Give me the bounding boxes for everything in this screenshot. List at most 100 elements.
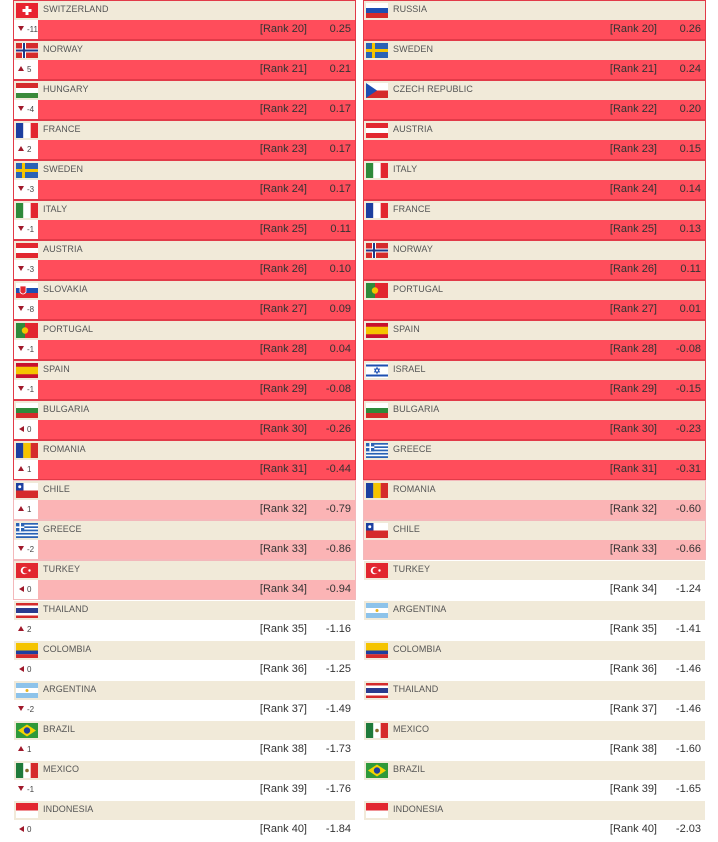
ranking-row: SWITZERLAND -11 [Rank 20] 0.25 [13, 0, 356, 40]
score-value: -1.60 [675, 743, 701, 755]
ranking-row: HUNGARY -4 [Rank 22] 0.17 [13, 80, 356, 120]
ranking-row: INDONESIA [Rank 40] -2.03 [363, 800, 706, 840]
triangle-up-icon [18, 746, 24, 751]
ranking-row: CHILE [Rank 33] -0.66 [363, 520, 706, 560]
country-header: GREECE [14, 521, 355, 540]
country-name: PORTUGAL [43, 324, 94, 334]
triangle-down-icon [18, 26, 24, 31]
score-value: 0.14 [679, 183, 701, 195]
switzerland-flag-icon [16, 3, 38, 18]
triangle-up-icon [18, 506, 24, 511]
score-value: -1.25 [325, 663, 351, 675]
country-name: GREECE [43, 524, 82, 534]
score-bar: -1 [Rank 25] 0.11 [14, 220, 355, 239]
colombia-flag-icon [16, 643, 38, 658]
score-value: -1.49 [325, 703, 351, 715]
score-bar: -11 [Rank 20] 0.25 [14, 20, 355, 39]
rank-label: [Rank 23] [609, 143, 657, 155]
ranking-row: AUSTRIA -3 [Rank 26] 0.10 [13, 240, 356, 280]
ranking-row: AUSTRIA [Rank 23] 0.15 [363, 120, 706, 160]
score-bar: [Rank 36] -1.46 [364, 660, 705, 679]
ranking-row: PORTUGAL [Rank 27] 0.01 [363, 280, 706, 320]
country-header: HUNGARY [14, 81, 355, 100]
country-header: CHILE [364, 521, 705, 540]
country-name: COLOMBIA [393, 644, 442, 654]
triangle-down-icon [18, 226, 24, 231]
portugal-flag-icon [366, 283, 388, 298]
country-name: BRAZIL [393, 764, 426, 774]
country-name: THAILAND [393, 684, 439, 694]
score-bar: [Rank 25] 0.13 [364, 220, 705, 239]
rank-label: [Rank 39] [609, 783, 657, 795]
score-bar: [Rank 34] -1.24 [364, 580, 705, 599]
country-name: COLOMBIA [43, 644, 92, 654]
score-bar: 1 [Rank 31] -0.44 [14, 460, 355, 479]
score-bar: -3 [Rank 26] 0.10 [14, 260, 355, 279]
rank-change-value: 5 [27, 65, 32, 74]
norway-flag-icon [16, 43, 38, 58]
rank-label: [Rank 37] [609, 703, 657, 715]
thailand-flag-icon [366, 683, 388, 698]
score-bar: -2 [Rank 33] -0.86 [14, 540, 355, 559]
country-header: FRANCE [364, 201, 705, 220]
score-value: 0.26 [679, 23, 701, 35]
hungary-flag-icon [16, 83, 38, 98]
country-name: TURKEY [43, 564, 81, 574]
spain-flag-icon [366, 323, 388, 338]
colombia-flag-icon [366, 643, 388, 658]
triangle-down-icon [18, 706, 24, 711]
country-header: BRAZIL [364, 761, 705, 780]
rank-label: [Rank 36] [259, 663, 307, 675]
rank-change-value: 1 [27, 465, 32, 474]
ranking-row: COLOMBIA 0 [Rank 36] -1.25 [13, 640, 356, 680]
country-header: SPAIN [364, 321, 705, 340]
rank-label: [Rank 23] [259, 143, 307, 155]
score-bar: -1 [Rank 28] 0.04 [14, 340, 355, 359]
score-value: -0.23 [675, 423, 701, 435]
ranking-row: ARGENTINA -2 [Rank 37] -1.49 [13, 680, 356, 720]
score-bar: [Rank 28] -0.08 [364, 340, 705, 359]
mexico-flag-icon [16, 763, 38, 778]
country-name: ROMANIA [43, 444, 86, 454]
rank-label: [Rank 35] [259, 623, 307, 635]
score-value: -0.94 [325, 583, 351, 595]
score-bar: -4 [Rank 22] 0.17 [14, 100, 355, 119]
rank-change: -4 [14, 100, 38, 119]
score-value: 0.10 [329, 263, 351, 275]
rank-label: [Rank 37] [259, 703, 307, 715]
country-header: PORTUGAL [14, 321, 355, 340]
ranking-row: BULGARIA 0 [Rank 30] -0.26 [13, 400, 356, 440]
score-bar: [Rank 33] -0.66 [364, 540, 705, 559]
rank-change-value: -4 [27, 105, 35, 114]
score-bar: [Rank 30] -0.23 [364, 420, 705, 439]
country-name: CZECH REPUBLIC [393, 84, 473, 94]
rank-label: [Rank 25] [259, 223, 307, 235]
ranking-row: SLOVAKIA -8 [Rank 27] 0.09 [13, 280, 356, 320]
country-name: BRAZIL [43, 724, 76, 734]
ranking-row: THAILAND [Rank 37] -1.46 [363, 680, 706, 720]
rank-change-value: 0 [27, 825, 32, 834]
ranking-row: COLOMBIA [Rank 36] -1.46 [363, 640, 706, 680]
country-name: NORWAY [393, 244, 433, 254]
rank-label: [Rank 38] [259, 743, 307, 755]
score-value: -2.03 [675, 823, 701, 835]
score-bar: 1 [Rank 32] -0.79 [14, 500, 355, 519]
country-header: TURKEY [364, 561, 705, 580]
rank-label: [Rank 40] [609, 823, 657, 835]
country-header: AUSTRIA [364, 121, 705, 140]
rank-change: 5 [14, 60, 38, 79]
score-bar: [Rank 27] 0.01 [364, 300, 705, 319]
rank-change: 1 [14, 500, 38, 519]
country-name: THAILAND [43, 604, 89, 614]
country-name: MEXICO [393, 724, 430, 734]
score-bar: [Rank 40] -2.03 [364, 820, 705, 839]
country-header: BULGARIA [14, 401, 355, 420]
rank-change: -2 [14, 700, 38, 719]
country-name: MEXICO [43, 764, 80, 774]
rank-label: [Rank 32] [259, 503, 307, 515]
score-value: -1.46 [675, 663, 701, 675]
bulgaria-flag-icon [16, 403, 38, 418]
country-name: INDONESIA [393, 804, 444, 814]
rank-change-value: -8 [27, 305, 35, 314]
triangle-down-icon [18, 266, 24, 271]
